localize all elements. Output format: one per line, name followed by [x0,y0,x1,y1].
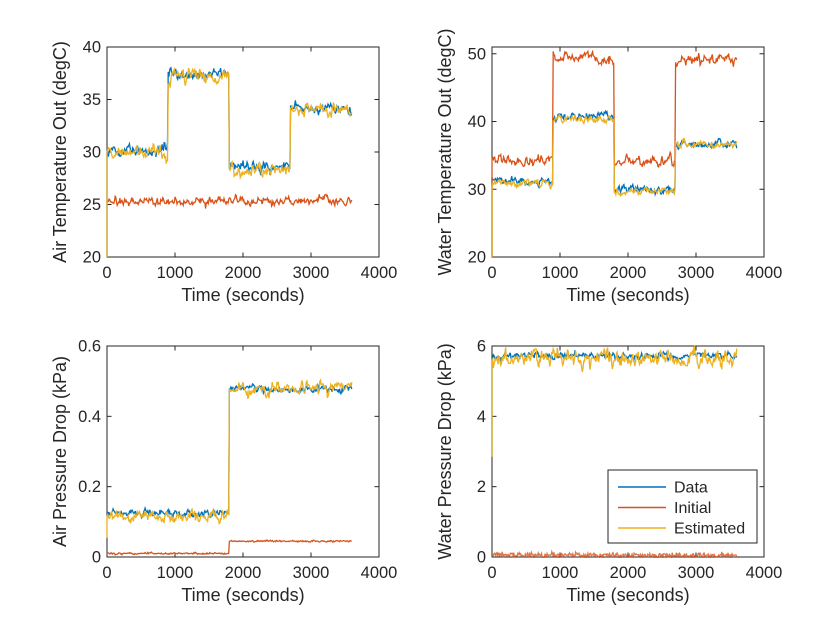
subplot-water-pressure-drop: 0 1000 2000 3000 4000 0 2 4 6 Time (seconds) Water… [435,338,782,606]
x-tick-label: 3000 [678,564,715,582]
legend-label-estimated: Estimated [674,521,745,538]
series-line-estimated [491,345,738,457]
y-axis-label: Water Temperature Out (degC) [435,28,455,275]
x-tick-label: 2000 [610,264,647,282]
x-tick-label: 4000 [746,264,783,282]
y-tick-label: 0 [477,549,486,567]
series-line-initial [106,539,352,557]
subplot-air-temperature-out: 0 1000 2000 3000 4000 20 25 30 35 40 Time (seconds… [50,39,397,306]
subplot-water-temperature-out: 0 1000 2000 3000 4000 20 30 40 50 Time (seconds) W… [435,28,782,305]
y-tick-label: 50 [468,45,486,63]
x-tick-label: 2000 [610,564,647,582]
y-tick-label: 4 [477,408,486,426]
y-tick-label: 20 [468,249,486,267]
x-axis-label: Time (seconds) [181,285,304,305]
legend-box [607,469,758,544]
series-line-estimated [106,66,353,257]
series-line-initial [491,49,738,257]
y-tick-label: 0.6 [78,338,101,356]
x-axis-label: Time (seconds) [566,585,689,605]
legend-label-initial: Initial [674,500,711,517]
x-tick-label: 3000 [293,264,330,282]
legend: Data Initial Estimated [607,469,758,544]
y-tick-label: 20 [83,249,101,267]
series-line-estimated [491,113,738,257]
x-tick-label: 1000 [157,264,194,282]
y-tick-label: 6 [477,338,486,356]
y-tick-label: 35 [83,91,101,109]
x-tick-label: 0 [487,264,496,282]
x-tick-label: 0 [487,564,496,582]
x-tick-label: 1000 [157,564,194,582]
x-axis-label: Time (seconds) [181,585,304,605]
x-tick-label: 4000 [361,264,398,282]
y-tick-label: 0 [92,549,101,567]
x-tick-label: 1000 [542,264,579,282]
axes-box [491,46,765,258]
subplot-air-pressure-drop: 0 1000 2000 3000 4000 0 0.2 0.4 0.6 Time (seconds… [50,338,397,606]
x-tick-label: 2000 [225,264,262,282]
y-tick-label: 40 [468,113,486,131]
y-tick-label: 0.4 [78,408,101,426]
series-line-estimated [106,378,353,538]
y-axis-label: Air Temperature Out (degC) [50,41,70,263]
axes-box [106,345,380,558]
x-tick-label: 0 [102,564,111,582]
x-tick-label: 3000 [293,564,330,582]
y-axis-label: Water Pressure Drop (kPa) [435,343,455,559]
x-tick-label: 4000 [746,564,783,582]
y-tick-label: 30 [468,181,486,199]
x-tick-label: 4000 [361,564,398,582]
series-line-initial [491,549,738,558]
x-tick-label: 0 [102,264,111,282]
x-tick-label: 1000 [542,564,579,582]
y-tick-label: 40 [83,39,101,57]
y-axis-label: Air Pressure Drop (kPa) [50,356,70,547]
y-tick-label: 25 [83,196,101,214]
x-axis-label: Time (seconds) [566,285,689,305]
x-tick-label: 3000 [678,264,715,282]
y-tick-label: 0.2 [78,478,101,496]
y-tick-label: 30 [83,144,101,162]
series-line-initial [106,193,353,209]
legend-label-data: Data [674,480,708,497]
y-tick-label: 2 [477,478,486,496]
x-tick-label: 2000 [225,564,262,582]
